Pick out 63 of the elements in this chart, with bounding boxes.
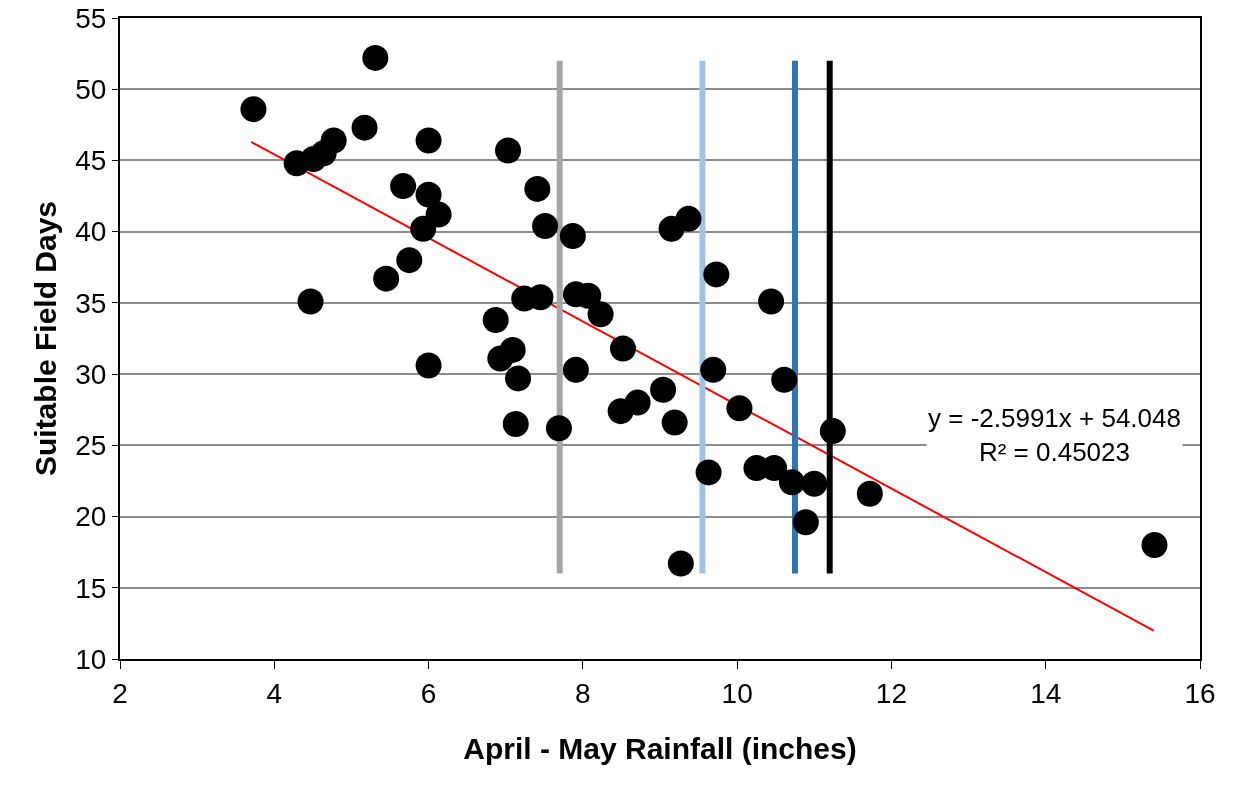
y-tick-label: 25 (75, 430, 107, 462)
point (425, 201, 452, 228)
x-tick-label: 8 (575, 677, 591, 709)
point (650, 376, 677, 403)
x-tick-label: 6 (420, 677, 437, 709)
point (505, 365, 532, 392)
point (587, 301, 614, 328)
point (390, 173, 417, 200)
point (545, 415, 572, 442)
point (415, 352, 442, 379)
x-tick-label: 14 (1030, 677, 1062, 709)
point (502, 410, 529, 437)
point (297, 288, 324, 315)
point (792, 509, 819, 536)
point (524, 175, 551, 202)
point (373, 265, 400, 292)
y-tick-label: 20 (75, 501, 107, 533)
point (609, 335, 636, 362)
y-tick-label: 30 (75, 358, 107, 390)
x-tick-label: 10 (721, 677, 753, 709)
point (562, 356, 589, 383)
point (396, 247, 423, 274)
point (771, 366, 798, 393)
x-tick-label: 16 (1184, 677, 1216, 709)
annotation: y = -2.5991x + 54.048 R² = 0.45023 (928, 403, 1181, 467)
point (801, 470, 828, 497)
point (700, 356, 727, 383)
point (856, 480, 883, 507)
point (362, 44, 389, 71)
point (410, 215, 437, 242)
point (819, 418, 846, 445)
point (351, 114, 378, 141)
point (667, 550, 694, 577)
x-axis-title: April - May Rainfall (inches) (463, 731, 857, 765)
point (726, 395, 753, 422)
point (703, 261, 730, 288)
point (415, 181, 442, 208)
y-tick-label: 40 (75, 216, 107, 248)
point (415, 127, 442, 154)
point (1141, 532, 1168, 559)
point (320, 127, 347, 154)
point (675, 205, 702, 232)
x-tick-label: 12 (875, 677, 908, 709)
x-tick-label: 2 (112, 677, 128, 709)
y-tick-label: 55 (75, 2, 107, 34)
y-tick-label: 15 (75, 572, 107, 604)
point (495, 137, 522, 164)
point (695, 459, 722, 486)
point (778, 469, 805, 496)
y-tick-label: 45 (75, 145, 107, 177)
point (482, 306, 509, 333)
point (559, 222, 586, 249)
x-tick-label: 4 (266, 677, 283, 709)
point (758, 288, 785, 315)
point (499, 336, 526, 363)
point (624, 389, 651, 416)
point (661, 409, 688, 436)
point (240, 96, 267, 123)
point (532, 212, 559, 239)
y-tick-label: 10 (75, 643, 107, 675)
y-tick-label: 35 (75, 287, 107, 319)
y-axis-title: Suitable Field Days (28, 200, 62, 477)
y-tick-label: 50 (75, 74, 107, 106)
